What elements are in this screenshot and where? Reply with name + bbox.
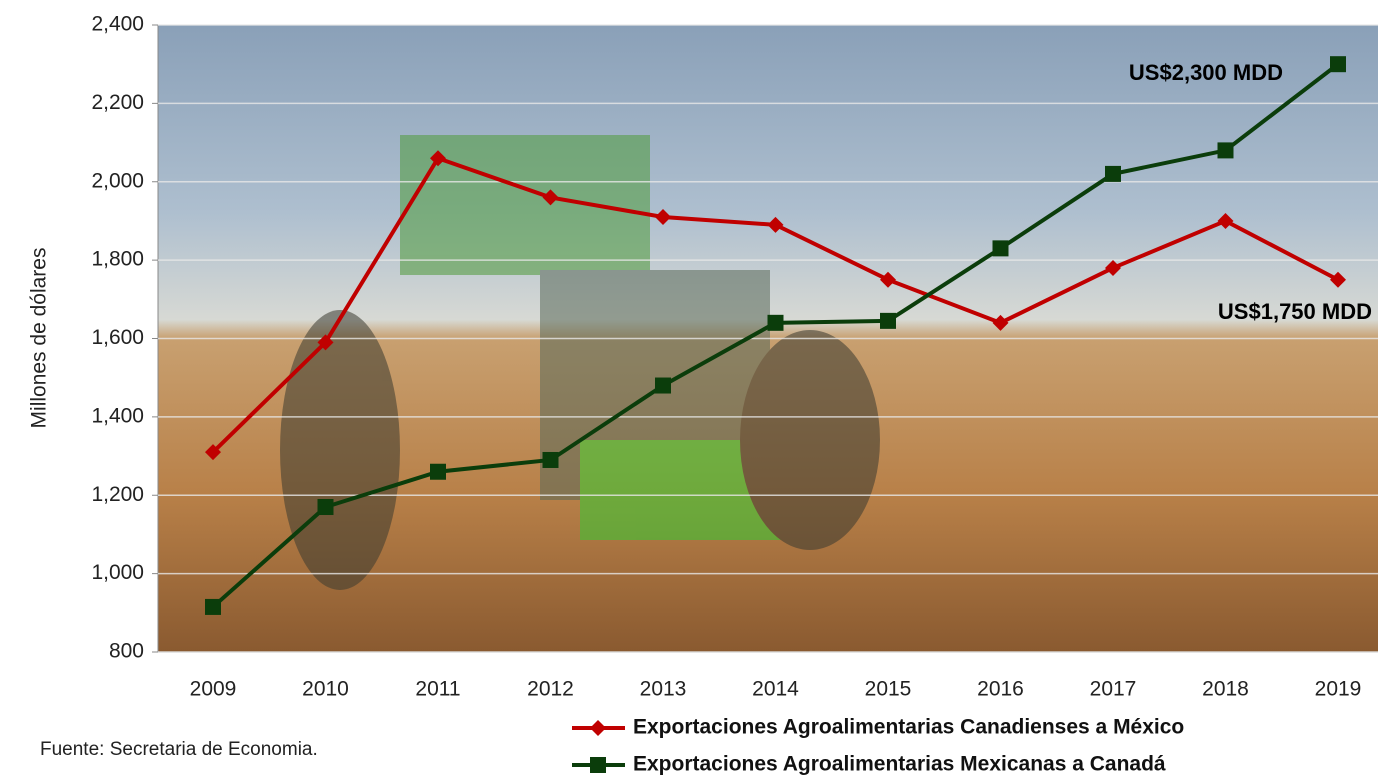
annotation: US$1,750 MDD: [1218, 299, 1372, 324]
marker: [430, 463, 446, 480]
y-tick-label: 1,400: [91, 404, 144, 427]
legend-marker: [590, 757, 606, 773]
y-tick-label: 2,000: [91, 169, 144, 192]
annotation: US$2,300 MDD: [1129, 60, 1283, 85]
x-tick-label: 2018: [1202, 678, 1249, 701]
legend-marker: [590, 720, 606, 736]
marker: [992, 314, 1009, 331]
marker: [430, 150, 446, 167]
marker: [992, 240, 1009, 257]
x-tick-label: 2019: [1315, 678, 1362, 701]
y-tick-label: 800: [109, 640, 144, 663]
y-tick-label: 1,800: [91, 248, 144, 271]
marker: [880, 312, 896, 329]
y-tick-label: 1,000: [91, 561, 144, 584]
x-tick-label: 2011: [415, 678, 460, 701]
marker: [767, 216, 784, 233]
y-tick-label: 1,600: [91, 326, 144, 349]
marker: [767, 314, 784, 331]
x-tick-label: 2017: [1090, 678, 1137, 701]
marker: [880, 271, 896, 288]
tractor: [280, 135, 880, 590]
x-tick-label: 2014: [752, 678, 799, 701]
y-axis-label: Millones de dólares: [28, 248, 51, 429]
marker: [1217, 142, 1234, 159]
marker: [1330, 271, 1346, 288]
marker: [655, 209, 671, 226]
legend-label: Exportaciones Agroalimentarias Canadiens…: [633, 716, 1184, 739]
x-tick-label: 2015: [865, 678, 912, 701]
marker: [205, 598, 221, 615]
marker: [542, 189, 559, 206]
y-tick-label: 2,400: [91, 13, 144, 36]
marker: [1105, 165, 1121, 182]
x-tick-label: 2012: [527, 678, 574, 701]
x-tick-label: 2009: [190, 678, 237, 701]
source: Fuente: Secretaria de Economia.: [40, 739, 318, 760]
y-tick-label: 2,200: [91, 91, 144, 114]
marker: [655, 377, 671, 394]
marker: [317, 334, 334, 351]
y-tick-label: 1,200: [91, 483, 144, 506]
x-tick-label: 2010: [302, 678, 349, 701]
legend-label: Exportaciones Agroalimentarias Mexicanas…: [633, 753, 1166, 776]
marker: [205, 444, 221, 461]
marker: [1105, 259, 1121, 276]
marker: [317, 499, 334, 516]
marker: [542, 451, 559, 468]
marker: [1217, 212, 1234, 229]
x-tick-label: 2016: [977, 678, 1024, 701]
x-tick-label: 2013: [640, 678, 687, 701]
marker: [1330, 56, 1346, 73]
